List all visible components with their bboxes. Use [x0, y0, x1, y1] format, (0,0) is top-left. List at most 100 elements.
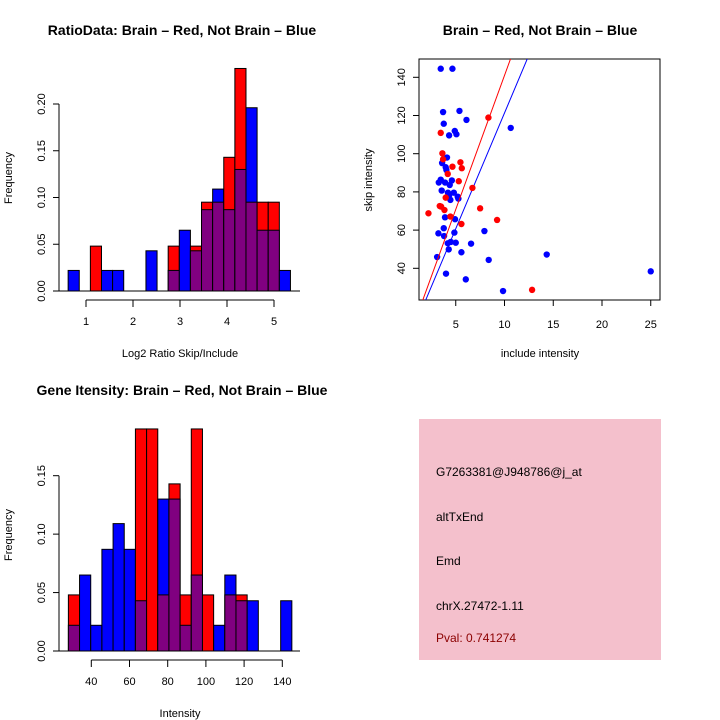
- hist2-ytick-label: 0.00: [36, 640, 48, 661]
- hist2-ytick-label: 0.10: [36, 523, 48, 544]
- info-pval: Pval: 0.741274: [436, 631, 516, 645]
- scatter-point-not-brain: [445, 246, 452, 253]
- hist2-overlap-bar: [190, 574, 203, 652]
- hist1-xtick-label: 1: [83, 316, 89, 328]
- scatter-point-not-brain: [440, 120, 447, 127]
- scatter-point-brain: [425, 210, 432, 217]
- hist2-overlap-bar: [235, 600, 248, 652]
- hist1-xtick-label: 2: [130, 316, 136, 328]
- scatter-point-brain: [449, 163, 456, 170]
- hist2-overlap-bar: [157, 594, 170, 652]
- scatter-point-brain: [458, 220, 465, 228]
- hist1-overlap-bar: [256, 229, 269, 292]
- hist2-bar: [123, 548, 136, 652]
- scatter-point-brain: [439, 150, 446, 157]
- hist1-bar: [278, 269, 291, 292]
- hist2-overlap-bar: [168, 498, 181, 652]
- hist2-bar: [246, 600, 259, 652]
- scatter-point-brain: [476, 205, 484, 212]
- scatter-point-brain: [444, 170, 451, 178]
- hist2-bar: [280, 600, 293, 652]
- info-type: Emd: [436, 554, 461, 568]
- hist2-xtick-label: 140: [273, 676, 291, 688]
- fit-line-brain: [422, 59, 512, 300]
- info-background: [419, 419, 661, 660]
- hist1-bar: [100, 269, 114, 292]
- info-panel: G7263381@J948786@j_at altTxEnd Emd chrX.…: [419, 419, 661, 660]
- hist2-bar: [213, 624, 226, 652]
- hist2-xtick-label: 60: [123, 676, 135, 688]
- scatter-plot-box: [418, 58, 661, 301]
- scatter-xtick-label: 10: [498, 319, 510, 331]
- scatter-point-not-brain: [439, 108, 447, 116]
- scatter-point-not-brain: [446, 181, 453, 189]
- scatter-point-not-brain: [441, 179, 449, 186]
- scatter-point-not-brain: [647, 268, 654, 275]
- scatter-point-not-brain: [481, 227, 488, 235]
- hist1-bar: [89, 245, 102, 292]
- hist1-ytick-label: 0.20: [36, 93, 48, 114]
- scatter-point-not-brain: [452, 239, 459, 246]
- hist1-title: RatioData: Brain – Red, Not Brain – Blue: [48, 22, 317, 38]
- hist2-ytick-label: 0.15: [36, 465, 48, 486]
- scatter-point-brain: [442, 194, 449, 201]
- scatter-point-not-brain: [442, 270, 450, 277]
- hist2-overlap-bar: [67, 624, 81, 652]
- scatter-ylabel: skip intensity: [363, 148, 375, 211]
- scatter-ytick-label: 60: [396, 224, 408, 236]
- scatter-point-not-brain: [440, 224, 447, 232]
- hist1-bar: [112, 269, 125, 292]
- hist2-xtick-label: 40: [85, 676, 97, 688]
- hist2-xtick-label: 100: [197, 676, 215, 688]
- scatter-point-not-brain: [435, 230, 442, 237]
- scatter-point-not-brain: [435, 179, 442, 186]
- scatter-point-brain: [441, 206, 448, 214]
- hist1-overlap-bar: [245, 201, 258, 292]
- hist1-bar: [178, 229, 191, 292]
- scatter-point-brain: [447, 213, 454, 220]
- hist1-bar: [67, 269, 80, 292]
- hist1-xlabel: Log2 Ratio Skip/Include: [122, 348, 238, 360]
- scatter-xlabel: include intensity: [501, 348, 580, 360]
- hist1-ytick-label: 0.15: [36, 140, 48, 161]
- scatter-xtick-label: 15: [547, 319, 559, 331]
- hist2-bar: [90, 624, 103, 652]
- scatter-ytick-label: 80: [396, 186, 408, 198]
- scatter-plot-area: [422, 59, 654, 300]
- info-location: chrX.27472-1.11: [436, 599, 524, 613]
- scatter-point-not-brain: [462, 276, 469, 283]
- fit-line-not-brain: [425, 59, 528, 300]
- scatter-point-not-brain: [441, 214, 449, 221]
- scatter-point-not-brain: [507, 124, 514, 132]
- scatter-point-brain: [528, 286, 536, 294]
- scatter-xtick-label: 25: [645, 319, 657, 331]
- hist2-xtick-label: 120: [235, 676, 253, 688]
- hist2-bar: [146, 428, 159, 652]
- hist1-xtick-label: 5: [271, 316, 277, 328]
- scatter-xtick-label: 5: [453, 319, 459, 331]
- scatter-point-brain: [457, 159, 464, 166]
- hist1-xtick-label: 4: [224, 316, 230, 328]
- info-probe: G7263381@J948786@j_at: [436, 465, 582, 479]
- scatter-point-brain: [437, 129, 444, 137]
- hist2-overlap-bar: [224, 594, 237, 652]
- hist2-overlap-bar: [134, 600, 148, 652]
- scatter-ytick-label: 140: [396, 68, 408, 86]
- scatter-point-not-brain: [453, 131, 460, 138]
- hist2-xlabel: Intensity: [160, 708, 201, 720]
- hist2-ytick-label: 0.05: [36, 582, 48, 603]
- hist1-xtick-label: 3: [177, 316, 183, 328]
- scatter-point-not-brain: [438, 187, 445, 194]
- hist1-overlap-bar: [267, 229, 280, 292]
- scatter-point-brain: [469, 184, 476, 192]
- scatter-point-not-brain: [451, 216, 459, 223]
- scatter-point-not-brain: [450, 189, 457, 196]
- scatter-point-not-brain: [445, 132, 453, 139]
- scatter-point-brain: [493, 216, 501, 224]
- hist2-title: Gene Itensity: Brain – Red, Not Brain – …: [37, 382, 328, 398]
- hist2-bar: [201, 594, 215, 652]
- scatter-point-not-brain: [437, 65, 444, 72]
- info-event: altTxEnd: [436, 510, 483, 524]
- scatter-point-not-brain: [467, 240, 475, 247]
- hist1-overlap-bar: [223, 209, 236, 292]
